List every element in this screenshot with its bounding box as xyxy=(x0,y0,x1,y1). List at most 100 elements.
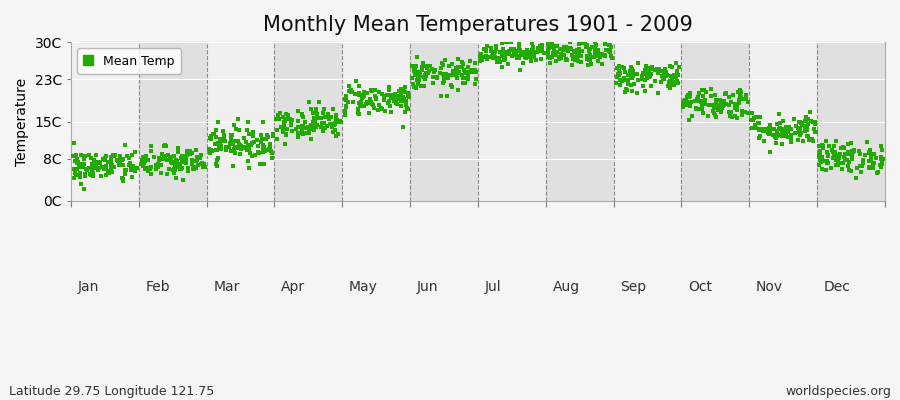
Point xyxy=(115,156,130,162)
Point xyxy=(371,107,385,113)
Point xyxy=(99,153,113,160)
Point xyxy=(397,86,411,92)
Point xyxy=(488,49,502,56)
Point xyxy=(276,119,291,126)
Title: Monthly Mean Temperatures 1901 - 2009: Monthly Mean Temperatures 1901 - 2009 xyxy=(263,15,693,35)
Point xyxy=(873,162,887,168)
Point xyxy=(436,77,451,84)
Point xyxy=(438,71,453,77)
Point xyxy=(784,138,798,145)
Point xyxy=(184,156,199,163)
Point xyxy=(864,151,878,157)
Point xyxy=(194,161,208,167)
Point xyxy=(73,171,87,177)
Point xyxy=(310,122,324,128)
Y-axis label: Temperature: Temperature xyxy=(15,78,29,166)
Point xyxy=(852,151,867,158)
Point xyxy=(114,157,129,164)
Point xyxy=(93,159,107,165)
Point xyxy=(715,99,729,106)
Point xyxy=(511,48,526,54)
Point xyxy=(716,98,731,104)
Point xyxy=(508,48,522,54)
Point xyxy=(230,126,244,132)
Point xyxy=(824,164,839,171)
Point xyxy=(427,80,441,87)
Point xyxy=(778,124,793,130)
Point xyxy=(393,90,408,96)
Point xyxy=(241,165,256,172)
Point xyxy=(248,152,263,158)
Point xyxy=(449,68,464,74)
Point xyxy=(736,95,751,102)
Point xyxy=(772,110,787,117)
Point xyxy=(97,157,112,163)
Point xyxy=(211,154,225,161)
Point xyxy=(655,68,670,74)
Point xyxy=(170,164,184,171)
Point xyxy=(621,80,635,87)
Point xyxy=(68,167,83,174)
Point xyxy=(353,92,367,98)
Point xyxy=(365,102,380,108)
Point xyxy=(363,96,377,102)
Point xyxy=(399,102,413,108)
Point xyxy=(389,94,403,101)
Point xyxy=(306,118,320,125)
Point xyxy=(723,112,737,119)
Point xyxy=(770,130,785,136)
Point xyxy=(784,135,798,141)
Point xyxy=(144,148,158,154)
Point xyxy=(747,115,761,121)
Point xyxy=(812,162,826,168)
Point xyxy=(99,163,113,169)
Point xyxy=(694,99,708,105)
Point xyxy=(827,154,842,160)
Point xyxy=(734,94,748,100)
Point xyxy=(770,140,784,146)
Point xyxy=(164,156,178,162)
Point xyxy=(438,56,453,63)
Point xyxy=(663,84,678,91)
Point xyxy=(733,92,747,98)
Point xyxy=(353,103,367,109)
Point xyxy=(497,49,511,56)
Point xyxy=(787,116,801,122)
Point xyxy=(308,118,322,125)
Point xyxy=(291,129,305,136)
Point xyxy=(576,39,590,45)
Point xyxy=(543,60,557,66)
Point xyxy=(801,133,815,139)
Point xyxy=(118,167,132,173)
Point xyxy=(671,64,686,70)
Point xyxy=(428,68,442,75)
Point xyxy=(166,153,181,159)
Point xyxy=(730,107,744,113)
Point xyxy=(520,46,535,53)
Point xyxy=(418,76,432,82)
Point xyxy=(234,146,248,152)
Point xyxy=(761,128,776,134)
Point xyxy=(735,108,750,114)
Point xyxy=(570,51,584,58)
Point xyxy=(84,154,98,161)
Point xyxy=(173,166,187,172)
Point xyxy=(724,109,739,115)
Point xyxy=(417,83,431,89)
Point xyxy=(420,70,435,77)
Point xyxy=(127,167,141,173)
Point xyxy=(69,172,84,178)
Point xyxy=(635,76,650,82)
Point xyxy=(777,126,791,132)
Point xyxy=(144,143,158,149)
Point xyxy=(414,83,428,90)
Point xyxy=(762,129,777,136)
Point xyxy=(382,92,396,98)
Point xyxy=(526,53,541,60)
Point xyxy=(833,151,848,157)
Point xyxy=(86,172,100,178)
Point xyxy=(101,159,115,165)
Point xyxy=(644,66,659,72)
Point xyxy=(227,138,241,144)
Point xyxy=(430,74,445,81)
